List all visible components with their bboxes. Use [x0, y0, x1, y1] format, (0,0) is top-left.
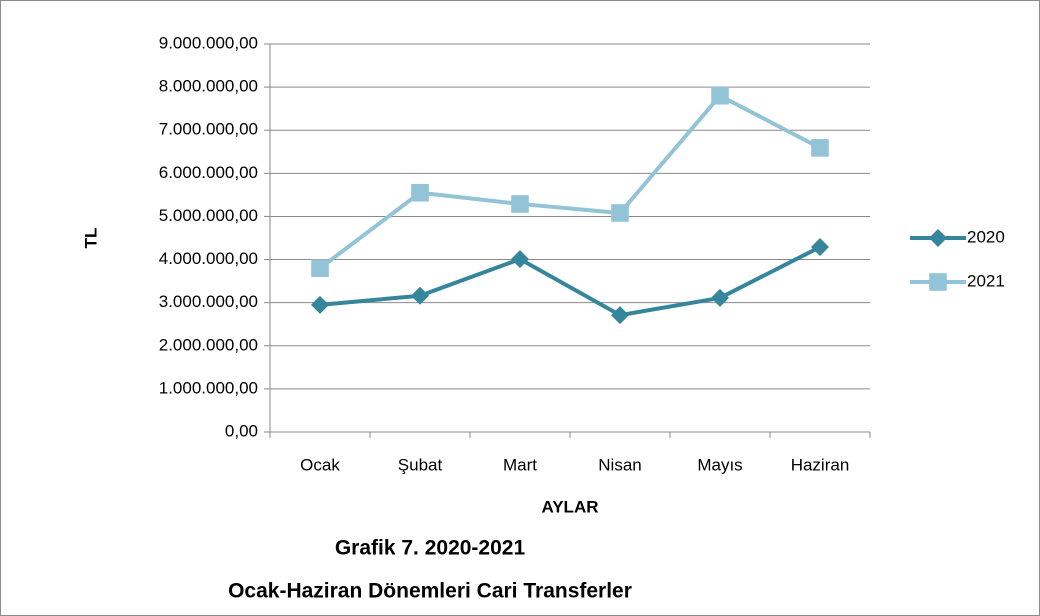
marker	[311, 259, 329, 277]
y-tick-label: 3.000.000,00	[159, 292, 258, 311]
marker	[811, 139, 829, 157]
chart-title: Grafik 7. 2020-2021	[335, 537, 526, 560]
y-tick-label: 5.000.000,00	[159, 206, 258, 225]
series-line	[318, 93, 821, 270]
y-tick-label: 9.000.000,00	[159, 33, 258, 52]
marker	[511, 195, 529, 213]
x-tick-label: Mayıs	[697, 455, 742, 474]
y-tick-label: 4.000.000,00	[159, 249, 258, 268]
x-tick-label: Ocak	[300, 455, 340, 474]
marker	[711, 86, 729, 105]
chart-subtitle: Ocak-Haziran Dönemleri Cari Transferler	[228, 580, 632, 603]
y-tick-label: 8.000.000,00	[159, 77, 258, 96]
y-tick-label: 6.000.000,00	[159, 163, 258, 182]
legend-label: 2021	[967, 271, 1005, 290]
x-tick-label: Haziran	[791, 455, 850, 474]
marker	[511, 250, 529, 269]
marker	[611, 204, 629, 222]
marker	[611, 306, 629, 325]
marker	[711, 288, 729, 307]
y-tick-label: 2.000.000,00	[159, 335, 258, 354]
x-tick-label: Şubat	[398, 455, 443, 474]
marker	[411, 183, 429, 202]
y-tick-label: 7.000.000,00	[159, 120, 258, 139]
marker	[411, 286, 429, 305]
y-axis-label: TL	[81, 228, 100, 249]
x-axis-label: AYLAR	[542, 497, 599, 516]
marker	[929, 229, 947, 247]
legend-label: 2020	[967, 227, 1005, 246]
marker	[811, 238, 829, 257]
series-line	[319, 245, 821, 318]
y-tick-label: 0,00	[225, 421, 258, 440]
y-tick-label: 1.000.000,00	[159, 378, 258, 397]
x-tick-label: Mart	[503, 455, 537, 474]
x-tick-label: Nisan	[598, 455, 641, 474]
marker	[311, 295, 329, 314]
marker	[929, 273, 947, 291]
